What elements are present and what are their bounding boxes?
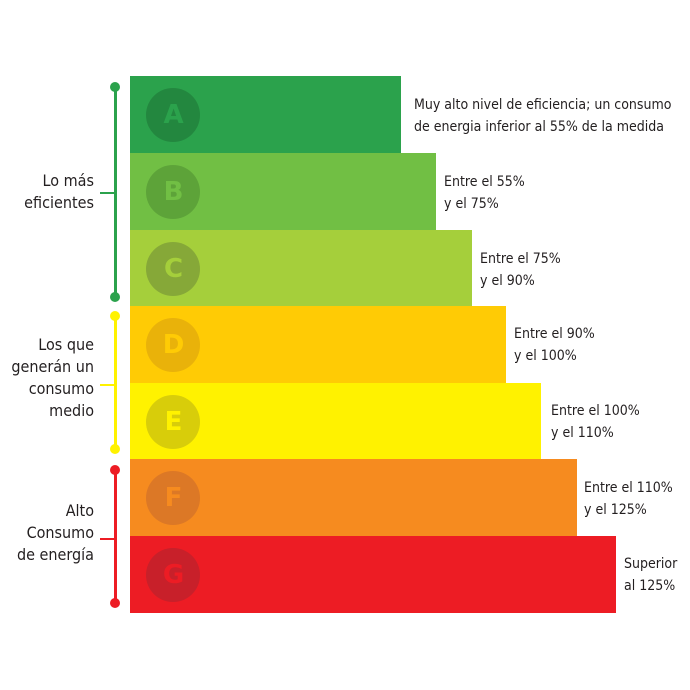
- rating-letter-b: B: [163, 177, 184, 207]
- bracket-endpoint: [110, 311, 120, 321]
- rating-circle-c: C: [146, 242, 200, 296]
- rating-letter-c: C: [163, 254, 183, 284]
- rating-circle-e: E: [146, 395, 200, 449]
- group-bracket-high: [114, 470, 117, 603]
- rating-circle-g: G: [146, 548, 200, 602]
- rating-letter-a: A: [163, 100, 183, 130]
- rating-letter-g: G: [162, 560, 184, 590]
- rating-circle-d: D: [146, 318, 200, 372]
- rating-description-f: Entre el 110% y el 125%: [584, 480, 673, 518]
- rating-description-d: Entre el 90% y el 100%: [514, 326, 595, 364]
- rating-description-e: Entre el 100% y el 110%: [551, 403, 640, 441]
- bracket-tick: [100, 538, 114, 540]
- group-label-high: Alto Consumo de energía: [16, 501, 94, 564]
- rating-description-a: Muy alto nivel de eficiencia; un consumo…: [414, 97, 672, 135]
- bracket-endpoint: [110, 292, 120, 302]
- group-bracket-efficient: [114, 86, 117, 297]
- rating-circle-b: B: [146, 165, 200, 219]
- group-label-medium: Los que generán un consumo medio: [11, 335, 94, 420]
- rating-description-g: Superior al 125%: [624, 556, 678, 594]
- rating-circle-f: F: [146, 471, 200, 525]
- rating-letter-f: F: [164, 483, 183, 513]
- rating-bar-f: F: [130, 459, 577, 536]
- rating-bar-a: A: [130, 76, 401, 153]
- bracket-endpoint: [110, 598, 120, 608]
- rating-bar-c: C: [130, 230, 472, 307]
- rating-letter-e: E: [164, 407, 183, 437]
- rating-bar-d: D: [130, 306, 506, 383]
- rating-circle-a: A: [146, 88, 200, 142]
- rating-bar-g: G: [130, 536, 616, 613]
- group-label-efficient: Lo más eficientes: [24, 171, 94, 212]
- bracket-endpoint: [110, 465, 120, 475]
- bracket-endpoint: [110, 82, 120, 92]
- group-bracket-medium: [114, 316, 117, 449]
- rating-letter-d: D: [162, 330, 185, 360]
- rating-bar-e: E: [130, 383, 541, 460]
- bracket-tick: [100, 192, 114, 194]
- bracket-endpoint: [110, 444, 120, 454]
- rating-description-b: Entre el 55% y el 75%: [444, 174, 525, 212]
- bracket-tick: [100, 384, 114, 386]
- rating-description-c: Entre el 75% y el 90%: [480, 251, 561, 289]
- rating-bar-b: B: [130, 153, 436, 230]
